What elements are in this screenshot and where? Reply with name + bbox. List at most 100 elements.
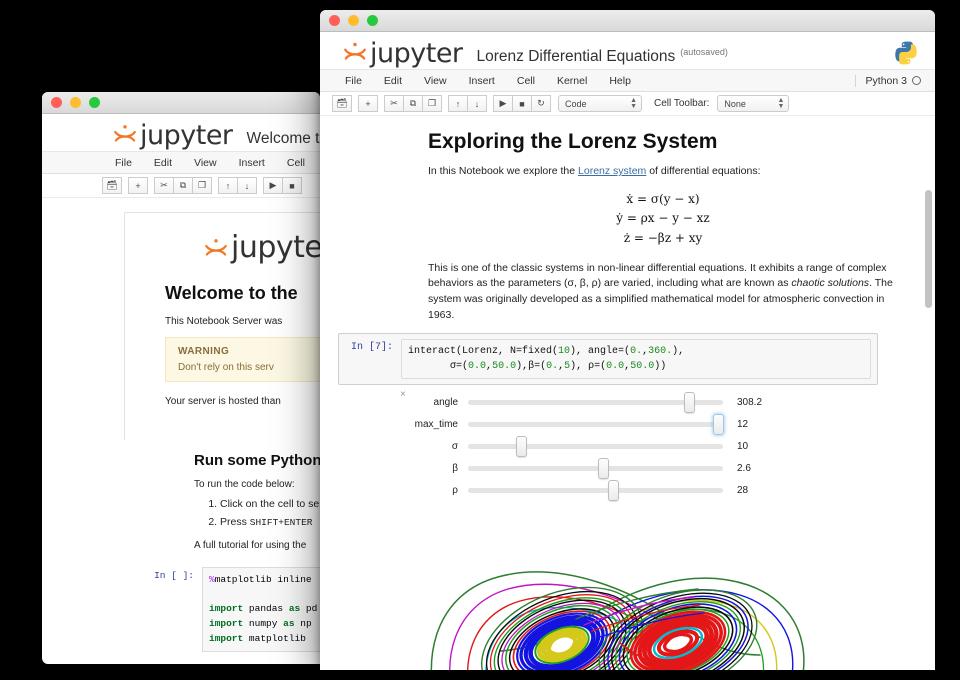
slider-track-rho[interactable] bbox=[468, 479, 723, 501]
slider-row-angle[interactable]: angle 308.2 bbox=[338, 391, 878, 413]
code-seg: ), ρ=( bbox=[570, 361, 607, 373]
menu-item-kernel[interactable]: Kernel bbox=[556, 74, 588, 87]
slider-row-beta[interactable]: β 2.6 bbox=[338, 457, 878, 479]
move-cell-down-icon[interactable]: ↓ bbox=[467, 95, 487, 112]
interrupt-kernel-icon[interactable]: ■ bbox=[282, 177, 302, 194]
move-cell-down-icon[interactable]: ↓ bbox=[237, 177, 257, 194]
menu-item-cell[interactable]: Cell bbox=[516, 74, 535, 87]
menu-item-view[interactable]: View bbox=[424, 74, 447, 87]
cell-toolbar-select[interactable]: None ▲ ▼ bbox=[717, 95, 790, 112]
run-cell-icon[interactable]: ▶ bbox=[263, 177, 283, 194]
slider-thumb-rho[interactable] bbox=[608, 479, 620, 501]
markdown-cell-intro[interactable]: Exploring the Lorenz System In this Note… bbox=[428, 130, 898, 323]
menu-item-view-back[interactable]: View bbox=[194, 156, 217, 169]
menu-item-file[interactable]: File bbox=[345, 74, 362, 87]
move-cell-up-icon[interactable]: ↑ bbox=[448, 95, 468, 112]
welcome-panel-back: jupyter Welcome to the This Notebook Ser… bbox=[124, 212, 320, 517]
interrupt-kernel-icon[interactable]: ■ bbox=[512, 95, 532, 112]
close-widget-icon[interactable]: × bbox=[400, 389, 406, 401]
toolbar-back[interactable]: 🗃 + ✂ ⧉ ❐ ↑ ↓ ▶ ■ bbox=[42, 174, 320, 198]
cell-type-select[interactable]: Code ▲ ▼ bbox=[558, 95, 642, 112]
notebook-title-front[interactable]: Lorenz Differential Equations bbox=[476, 47, 676, 65]
copy-cell-icon[interactable]: ⧉ bbox=[403, 95, 423, 112]
window-controls-back[interactable] bbox=[51, 97, 100, 108]
zoom-button-icon[interactable] bbox=[367, 15, 378, 26]
window-controls-front[interactable] bbox=[329, 15, 378, 26]
save-icon[interactable]: 🗃 bbox=[102, 177, 122, 194]
intro-after: of differential equations: bbox=[646, 165, 761, 177]
minimize-button-icon[interactable] bbox=[348, 15, 359, 26]
menu-item-insert-back[interactable]: Insert bbox=[238, 156, 265, 169]
code-cell-inner[interactable]: In [7]: interact(Lorenz, N=fixed(10), an… bbox=[338, 333, 878, 386]
window-welcome-notebook[interactable]: jupyter Welcome to P File Edit View Inse… bbox=[42, 92, 320, 664]
restart-kernel-icon[interactable]: ↻ bbox=[531, 95, 551, 112]
menu-item-help[interactable]: Help bbox=[609, 74, 631, 87]
minimize-button-icon[interactable] bbox=[70, 97, 81, 108]
page-title: Exploring the Lorenz System bbox=[428, 130, 718, 153]
add-cell-icon[interactable]: + bbox=[128, 177, 148, 194]
copy-cell-icon[interactable]: ⧉ bbox=[173, 177, 193, 194]
slider-thumb-sigma[interactable] bbox=[516, 435, 528, 457]
jupyter-logo-back[interactable]: jupyter bbox=[112, 120, 233, 149]
slider-thumb-angle[interactable] bbox=[683, 391, 695, 413]
code-seg: , bbox=[486, 361, 493, 373]
slider-row-sigma[interactable]: σ 10 bbox=[338, 435, 878, 457]
code-seg: interact(Lorenz, N=fixed( bbox=[408, 346, 559, 358]
menubar-back[interactable]: File Edit View Insert Cell bbox=[42, 152, 320, 174]
slider-track-angle[interactable] bbox=[468, 391, 723, 413]
plot-output bbox=[338, 501, 878, 670]
jupyter-planet-icon bbox=[112, 121, 138, 147]
code-seg: )) bbox=[654, 361, 667, 373]
kernel-name-label: Python 3 bbox=[865, 74, 907, 87]
code-num: 0. bbox=[630, 346, 643, 358]
run-cell-icon[interactable]: ▶ bbox=[493, 95, 513, 112]
slider-thumb-max-time[interactable] bbox=[712, 413, 724, 435]
menu-item-edit[interactable]: Edit bbox=[383, 74, 403, 87]
slider-track-sigma[interactable] bbox=[468, 435, 723, 457]
code-editor[interactable]: interact(Lorenz, N=fixed(10), angle=(0.,… bbox=[401, 339, 871, 380]
welcome-code-cell[interactable]: In [ ]: %matplotlib inline import pandas… bbox=[124, 566, 320, 653]
equation-z: ż = −βz + xy bbox=[623, 231, 703, 246]
jupyter-wordmark-front: jupyter bbox=[370, 38, 463, 69]
cell-toolbar-value: None bbox=[724, 98, 746, 109]
welcome-intro: This Notebook Server was bbox=[165, 316, 283, 327]
menu-item-cell-back[interactable]: Cell bbox=[286, 156, 305, 169]
paste-cell-icon[interactable]: ❐ bbox=[192, 177, 212, 194]
paste-cell-icon[interactable]: ❐ bbox=[422, 95, 442, 112]
zoom-button-icon[interactable] bbox=[89, 97, 100, 108]
slider-track-max-time[interactable] bbox=[468, 413, 724, 435]
toolbar-front[interactable]: 🗃 + ✂ ⧉ ❐ ↑ ↓ ▶ ■ ↻ Code ▲ ▼ Cell Toolbar… bbox=[320, 92, 935, 116]
menu-item-file-back[interactable]: File bbox=[115, 156, 132, 169]
slider-row-rho[interactable]: ρ 28 bbox=[338, 479, 878, 501]
code-cell[interactable]: In [7]: interact(Lorenz, N=fixed(10), an… bbox=[338, 333, 878, 386]
slider-thumb-beta[interactable] bbox=[598, 457, 610, 479]
kernel-indicator[interactable]: Python 3 bbox=[854, 74, 921, 87]
notebook-title-back[interactable]: Welcome to P bbox=[246, 129, 320, 147]
move-cell-up-icon[interactable]: ↑ bbox=[218, 177, 238, 194]
cell-type-value: Code bbox=[565, 98, 587, 109]
code-seg: σ=( bbox=[450, 361, 469, 373]
cut-cell-icon[interactable]: ✂ bbox=[384, 95, 404, 112]
body-part-1: This is one of the classic systems in no… bbox=[428, 261, 887, 290]
vertical-scrollbar[interactable] bbox=[925, 190, 932, 308]
jupyter-logo-front[interactable]: jupyter bbox=[342, 38, 463, 69]
add-cell-icon[interactable]: + bbox=[358, 95, 378, 112]
interact-widgets[interactable]: × angle 308.2 max_time 12 σ bbox=[338, 385, 878, 501]
slider-row-max-time[interactable]: max_time 12 bbox=[338, 413, 878, 435]
list-item: Press SHIFT+ENTER bbox=[220, 514, 320, 532]
lorenz-system-link[interactable]: Lorenz system bbox=[578, 165, 647, 177]
menu-item-edit-back[interactable]: Edit bbox=[153, 156, 173, 169]
menubar-front[interactable]: File Edit View Insert Cell Kernel Help P… bbox=[320, 70, 935, 92]
autosaved-label: (autosaved) bbox=[680, 46, 728, 57]
cell-code-back[interactable]: %matplotlib inline import pandas as pd i… bbox=[202, 566, 320, 653]
save-icon[interactable]: 🗃 bbox=[332, 95, 352, 112]
titlebar-front-window[interactable] bbox=[320, 10, 935, 32]
menu-item-insert[interactable]: Insert bbox=[468, 74, 495, 87]
window-lorenz-notebook[interactable]: jupyter Lorenz Differential Equations (a… bbox=[320, 10, 935, 670]
intro-paragraph: In this Notebook we explore the Lorenz s… bbox=[428, 164, 898, 180]
close-button-icon[interactable] bbox=[329, 15, 340, 26]
close-button-icon[interactable] bbox=[51, 97, 62, 108]
slider-track-beta[interactable] bbox=[468, 457, 723, 479]
titlebar-back-window[interactable] bbox=[42, 92, 320, 114]
cut-cell-icon[interactable]: ✂ bbox=[154, 177, 174, 194]
